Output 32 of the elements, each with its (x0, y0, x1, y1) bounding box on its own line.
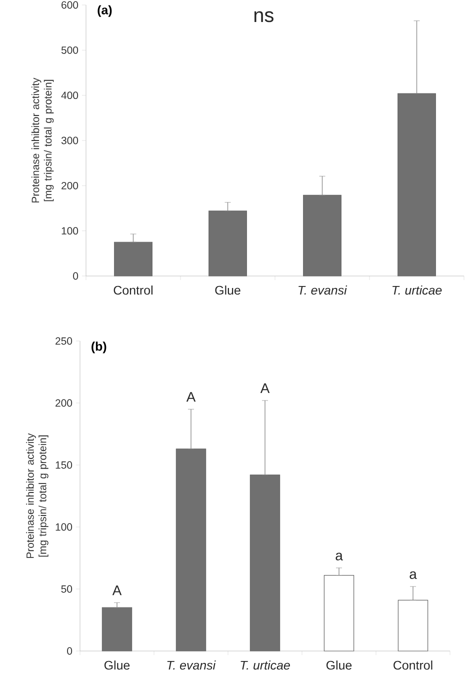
y-tick-label: 400 (61, 92, 78, 100)
x-tick-label: T. evansi (298, 286, 348, 295)
x-tick-label: Glue (104, 660, 130, 670)
x-tick-label: T. urticae (240, 660, 290, 670)
chart-title: (b) (92, 342, 106, 354)
y-tick-label: 50 (61, 585, 72, 593)
y-tick-label: 150 (56, 461, 72, 469)
x-tick-label: T. urticae (392, 286, 442, 295)
y-tick-label: 200 (62, 182, 78, 190)
y-tick-label: 100 (62, 227, 78, 235)
x-tick-label: Control (394, 660, 432, 670)
y-axis-title: Proteinase inhibitor activity [mg tripsin/ total g protein] (31, 78, 54, 202)
annotation: a (336, 552, 343, 560)
y-tick-label: 200 (56, 399, 72, 407)
y-tick-label: 600 (62, 1, 78, 9)
y-tick-label: 0 (73, 272, 78, 280)
y-tick-label: 0 (67, 647, 72, 655)
annotation: ns (254, 11, 274, 22)
annotation: a (410, 571, 417, 580)
y-tick-label: 100 (56, 523, 72, 531)
chart-title: (a) (98, 5, 112, 17)
annotation: A (260, 383, 270, 393)
y-tick-label: 500 (61, 46, 78, 54)
x-tick-label: Glue (215, 286, 240, 295)
y-tick-label: 250 (56, 337, 72, 345)
x-tick-label: Control (114, 286, 152, 295)
annotation: A (112, 586, 122, 596)
y-tick-label: 300 (61, 136, 78, 144)
annotation: A (186, 392, 196, 402)
x-tick-label: Glue (326, 660, 352, 670)
x-tick-label: T. evansi (167, 660, 216, 670)
y-axis-title: Proteinase inhibitor activity [mg tripsin/ total g protein] (26, 433, 48, 558)
